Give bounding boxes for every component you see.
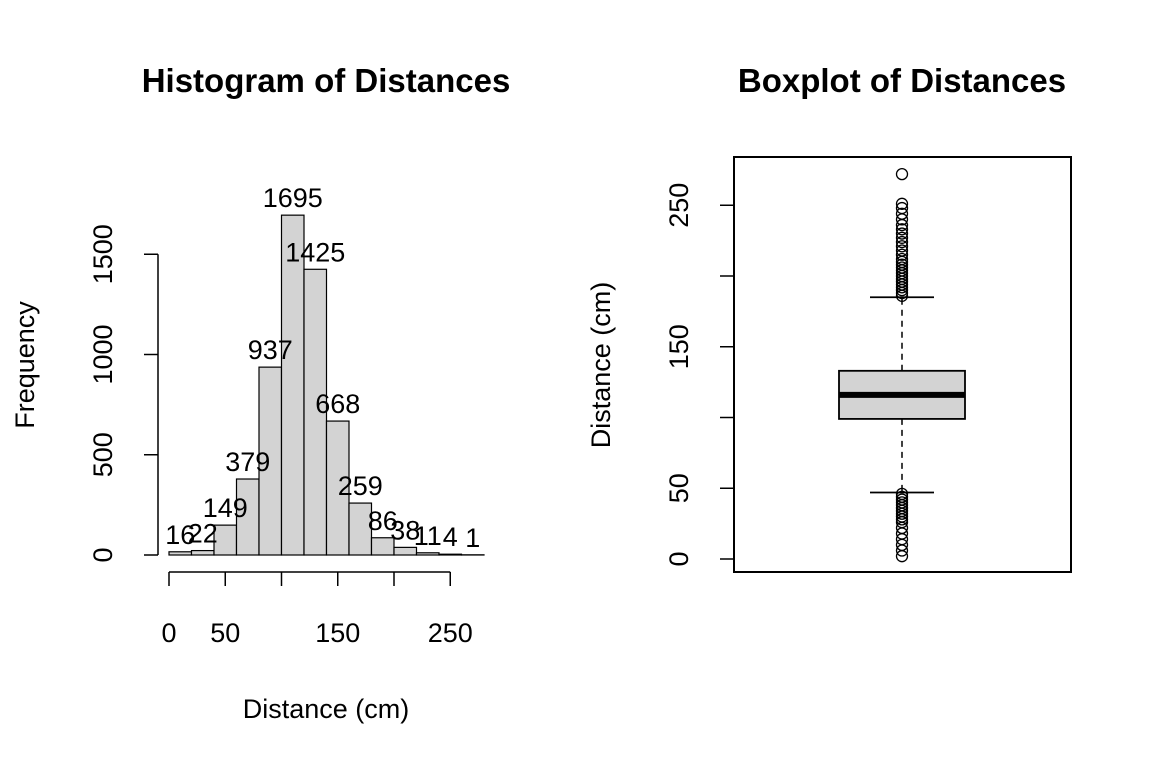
histogram-title: Histogram of Distances	[142, 62, 511, 99]
histogram-x-tick-label: 0	[161, 618, 176, 648]
boxplot-outlier-point	[895, 248, 909, 261]
histogram-bar	[370, 537, 395, 556]
histogram-y-tick-label: 500	[88, 432, 118, 477]
boxplot-outlier-point	[895, 223, 909, 236]
boxplot-outlier-point	[895, 197, 909, 210]
boxplot-outlier-point	[895, 227, 909, 240]
boxplot-outlier-point	[895, 201, 909, 215]
histogram-value-label: 149	[203, 493, 248, 523]
histogram-value-label: 379	[225, 447, 270, 477]
boxplot-outlier-point	[895, 513, 909, 526]
histogram-bar	[303, 268, 328, 556]
boxplot-outlier-point	[895, 244, 909, 257]
histogram-value-label: 22	[188, 519, 218, 549]
boxplot-panel: Boxplot of Distances 0 50 150 250 Distance …	[586, 62, 1072, 573]
histogram-value-label: 668	[315, 389, 360, 419]
histogram-value-label: 1	[465, 523, 480, 553]
histogram-value-label: 86	[368, 506, 398, 536]
histogram-y-tick-label: 1000	[88, 324, 118, 384]
boxplot-outlier-point	[895, 261, 909, 274]
boxplot-outlier-point	[895, 235, 909, 249]
histogram-x-axis: 0 50 150 250	[161, 571, 473, 648]
histogram-x-tick-label: 50	[210, 618, 240, 648]
boxplot-y-tick-label: 150	[664, 324, 694, 369]
histogram-bar	[168, 551, 193, 556]
boxplot-y-tick-label: 50	[664, 473, 694, 503]
histogram-bar	[438, 553, 463, 556]
histogram-y-axis: 0 500 1000 1500	[88, 224, 159, 563]
boxplot-outlier-point	[895, 240, 909, 253]
boxplot-outlier-point	[895, 231, 909, 244]
histogram-value-label: 11	[414, 521, 442, 551]
boxplot-outlier-point	[895, 550, 909, 563]
boxplot-y-axis: 0 50 150 250	[664, 183, 734, 567]
histogram-value-label: 1695	[263, 183, 323, 213]
boxplot-frame	[733, 156, 1072, 573]
histogram-value-label: 4	[443, 522, 458, 552]
boxplot-outliers	[895, 167, 909, 563]
boxplot-outlier-point	[895, 507, 909, 520]
histogram-y-tick-label: 0	[88, 547, 118, 562]
histogram-y-label: Frequency	[10, 301, 40, 429]
histogram-bar	[393, 546, 418, 556]
boxplot-title: Boxplot of Distances	[738, 62, 1066, 99]
boxplot-y-tick-label: 0	[664, 551, 694, 566]
boxplot-body	[838, 296, 966, 494]
histogram-x-tick-label: 150	[315, 618, 360, 648]
boxplot-outlier-point	[895, 258, 909, 271]
histogram-y-tick-label: 1500	[88, 224, 118, 284]
histogram-value-label: 1425	[285, 237, 345, 267]
histogram-bar	[325, 420, 350, 556]
boxplot-outlier-point	[895, 544, 909, 557]
histogram-bar	[348, 502, 373, 556]
histogram-value-label: 937	[248, 335, 293, 365]
histogram-x-tick-label: 250	[428, 618, 473, 648]
histogram-value-label: 16	[165, 520, 195, 550]
histogram-value-label: 259	[338, 471, 383, 501]
boxplot-outlier-point	[895, 207, 909, 220]
histogram-x-label: Distance (cm)	[243, 694, 410, 724]
histogram-bar	[415, 552, 440, 556]
boxplot-outlier-point	[895, 252, 909, 266]
boxplot-outlier-point	[895, 167, 909, 181]
histogram-value-label: 38	[390, 515, 420, 545]
boxplot-y-tick-label: 250	[664, 183, 694, 228]
histogram-bar	[190, 549, 215, 556]
boxplot-y-label: Distance (cm)	[586, 282, 616, 449]
histogram-bars	[168, 214, 485, 556]
